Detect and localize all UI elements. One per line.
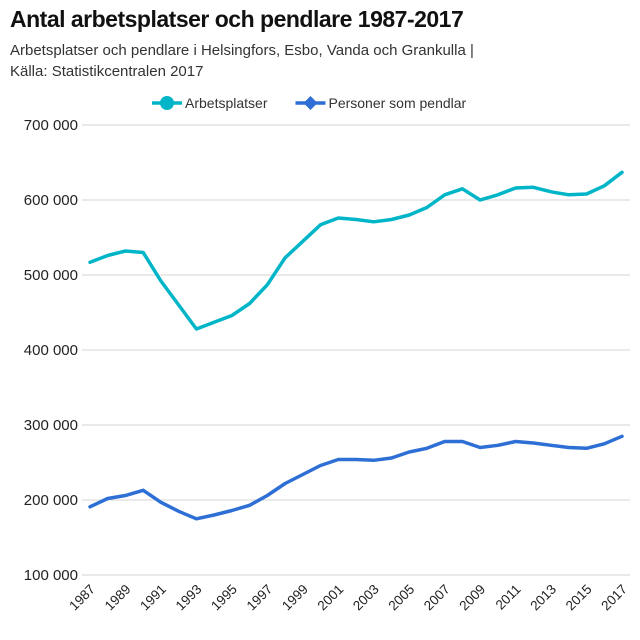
x-tick-label: 2003 xyxy=(350,582,382,614)
legend-marker-circle-icon xyxy=(160,96,174,110)
x-tick-label: 2011 xyxy=(493,582,524,613)
series-line-2 xyxy=(88,434,624,521)
subtitle-line-1: Arbetsplatser och pendlare i Helsingfors… xyxy=(10,42,474,59)
x-tick-label: 1993 xyxy=(173,582,205,614)
x-tick-label: 2001 xyxy=(315,582,347,614)
y-tick-label: 200 000 xyxy=(24,492,78,509)
x-tick-label: 1999 xyxy=(279,582,311,614)
chart-title: Antal arbetsplatser och pendlare 1987-20… xyxy=(10,6,464,32)
series-line-1 xyxy=(88,170,624,331)
x-tick-label: 2009 xyxy=(456,582,488,614)
x-tick-label: 1987 xyxy=(66,582,98,614)
x-tick-label: 2017 xyxy=(598,582,630,614)
y-tick-label: 100 000 xyxy=(24,567,78,584)
x-tick-label: 2007 xyxy=(421,582,453,614)
y-tick-label: 600 000 xyxy=(24,192,78,209)
chart-subtitle: Arbetsplatser och pendlare i Helsingfors… xyxy=(10,40,610,82)
x-tick-label: 2013 xyxy=(527,582,559,614)
x-tick-label: 1995 xyxy=(208,582,240,614)
y-tick-label: 400 000 xyxy=(24,342,78,359)
x-tick-label: 2005 xyxy=(385,582,417,614)
legend-label-1: Arbetsplatser xyxy=(185,95,268,111)
y-tick-label: 700 000 xyxy=(24,117,78,134)
x-tick-label: 1997 xyxy=(244,582,276,614)
y-tick-label: 300 000 xyxy=(24,417,78,434)
legend-label-2: Personer som pendlar xyxy=(328,95,466,111)
x-tick-label: 1991 xyxy=(137,582,169,614)
x-tick-label: 2015 xyxy=(563,582,595,614)
legend-marker-diamond-icon xyxy=(303,96,318,110)
x-tick-label: 1989 xyxy=(102,582,134,614)
subtitle-line-2: Källa: Statistikcentralen 2017 xyxy=(10,63,204,80)
y-tick-label: 500 000 xyxy=(24,267,78,284)
